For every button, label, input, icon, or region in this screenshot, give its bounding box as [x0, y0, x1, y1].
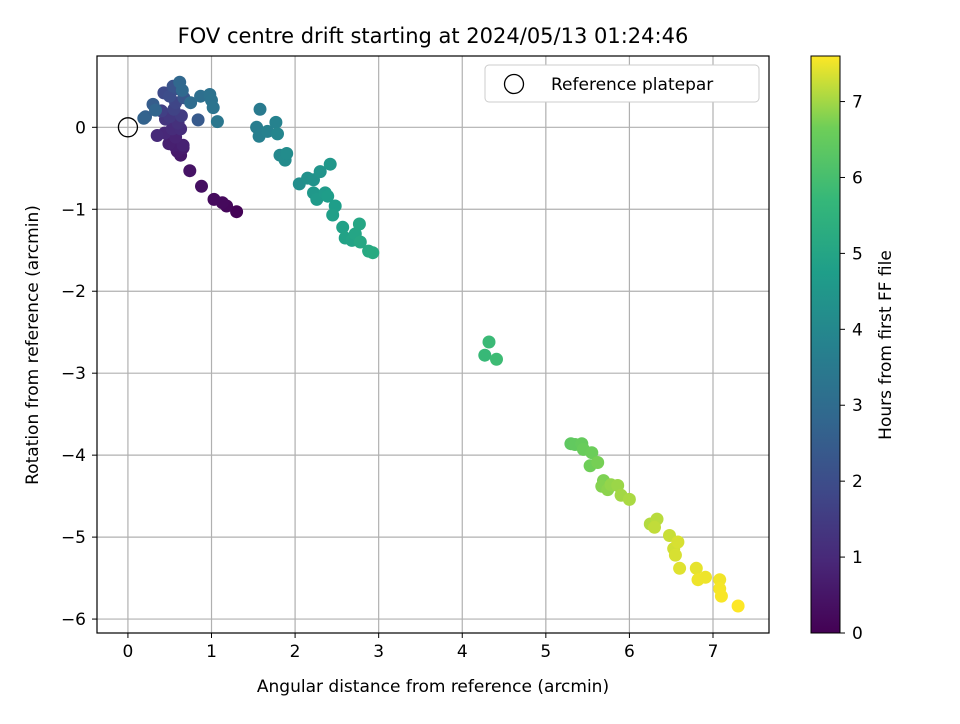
- scatter-point: [176, 138, 190, 152]
- y-tick-label: −1: [61, 200, 86, 220]
- colorbar: 0 1 2 3 4 5 6 7 Hours from first FF file: [810, 55, 896, 644]
- y-tick-label: −3: [61, 364, 86, 384]
- x-axis-ticks: 0 1 2 3 4 5 6 7: [123, 633, 719, 662]
- legend-marker-reference-platepar: [503, 73, 525, 95]
- scatter-point: [699, 570, 712, 584]
- colorbar-tick-label: 7: [852, 93, 863, 113]
- scatter-point: [671, 535, 685, 549]
- y-tick-label: 0: [75, 118, 86, 138]
- colorbar-ticks: 0 1 2 3 4 5 6 7: [840, 93, 863, 644]
- y-tick-label: −4: [61, 446, 86, 466]
- x-axis-label: Angular distance from reference (arcmin): [257, 677, 609, 697]
- chart-title: FOV centre drift starting at 2024/05/13 …: [178, 24, 689, 48]
- scatter-point: [622, 492, 636, 506]
- colorbar-tick-label: 6: [852, 168, 863, 188]
- scatter-point: [269, 115, 283, 129]
- colorbar-tick-label: 2: [852, 472, 863, 492]
- x-tick-label: 5: [540, 642, 551, 662]
- x-tick-label: 1: [206, 642, 217, 662]
- scatter-point: [206, 101, 220, 115]
- legend: Reference platepar: [484, 64, 760, 103]
- colorbar-tick-label: 0: [852, 624, 863, 644]
- scatter-point: [137, 111, 151, 125]
- scatter-point: [490, 352, 503, 366]
- x-tick-label: 2: [290, 642, 301, 662]
- y-axis-label: Rotation from reference (arcmin): [23, 205, 43, 485]
- scatter-point: [714, 589, 728, 603]
- scatter-point: [207, 192, 221, 206]
- x-tick-label: 6: [624, 642, 635, 662]
- scatter-point: [713, 573, 727, 587]
- colorbar-tick-label: 4: [852, 320, 863, 340]
- scatter-point: [478, 348, 492, 362]
- scatter-point: [689, 561, 703, 575]
- scatter-point: [323, 157, 337, 171]
- scatter-point: [673, 561, 687, 575]
- x-tick-label: 0: [123, 642, 134, 662]
- scatter-point: [253, 102, 267, 116]
- scatter-point: [230, 205, 244, 219]
- y-tick-label: −5: [61, 528, 86, 548]
- colorbar-tick-label: 5: [852, 244, 863, 264]
- colorbar-tick-label: 1: [852, 548, 863, 568]
- scatter-point: [585, 446, 599, 460]
- legend-label-reference-platepar: Reference platepar: [551, 75, 713, 95]
- scatter-point: [482, 335, 496, 349]
- scatter-point: [183, 164, 197, 178]
- x-tick-label: 3: [373, 642, 384, 662]
- scatter-point: [271, 127, 284, 141]
- scatter-point: [366, 246, 380, 260]
- colorbar-tick-label: 3: [852, 396, 863, 416]
- x-tick-label: 4: [457, 642, 468, 662]
- scatter-point: [731, 599, 745, 613]
- scatter-point: [210, 115, 224, 129]
- y-tick-label: −6: [61, 610, 86, 630]
- scatter-point: [591, 456, 605, 469]
- y-axis-ticks: 0 −1 −2 −3 −4 −5 −6: [61, 118, 97, 630]
- x-tick-label: 7: [708, 642, 719, 662]
- scatter-point: [184, 96, 198, 110]
- scatter-point: [195, 179, 208, 193]
- scatter-point: [175, 83, 189, 97]
- colorbar-label: Hours from first FF file: [876, 250, 896, 440]
- scatter-point: [280, 147, 294, 160]
- scatter-point: [336, 220, 350, 234]
- scatter-point: [648, 520, 661, 534]
- legend-box: [484, 64, 760, 103]
- scatter-point: [668, 548, 682, 562]
- scatter-point: [149, 103, 162, 117]
- plot-frame: [96, 55, 770, 634]
- scatter-point: [313, 165, 327, 179]
- scatter-point: [611, 479, 625, 492]
- scatter-point: [150, 129, 164, 142]
- scatter-point: [352, 217, 366, 231]
- grid: [97, 56, 769, 633]
- scatter-points: [117, 75, 745, 613]
- scatter-point: [261, 124, 274, 138]
- scatter-point: [326, 208, 340, 222]
- y-tick-label: −2: [61, 282, 86, 302]
- scatter-point: [353, 235, 367, 249]
- scatter-point: [191, 113, 205, 127]
- colorbar-gradient: [810, 55, 841, 634]
- scatter-point: [321, 189, 335, 203]
- reference-platepar-marker: [117, 117, 139, 138]
